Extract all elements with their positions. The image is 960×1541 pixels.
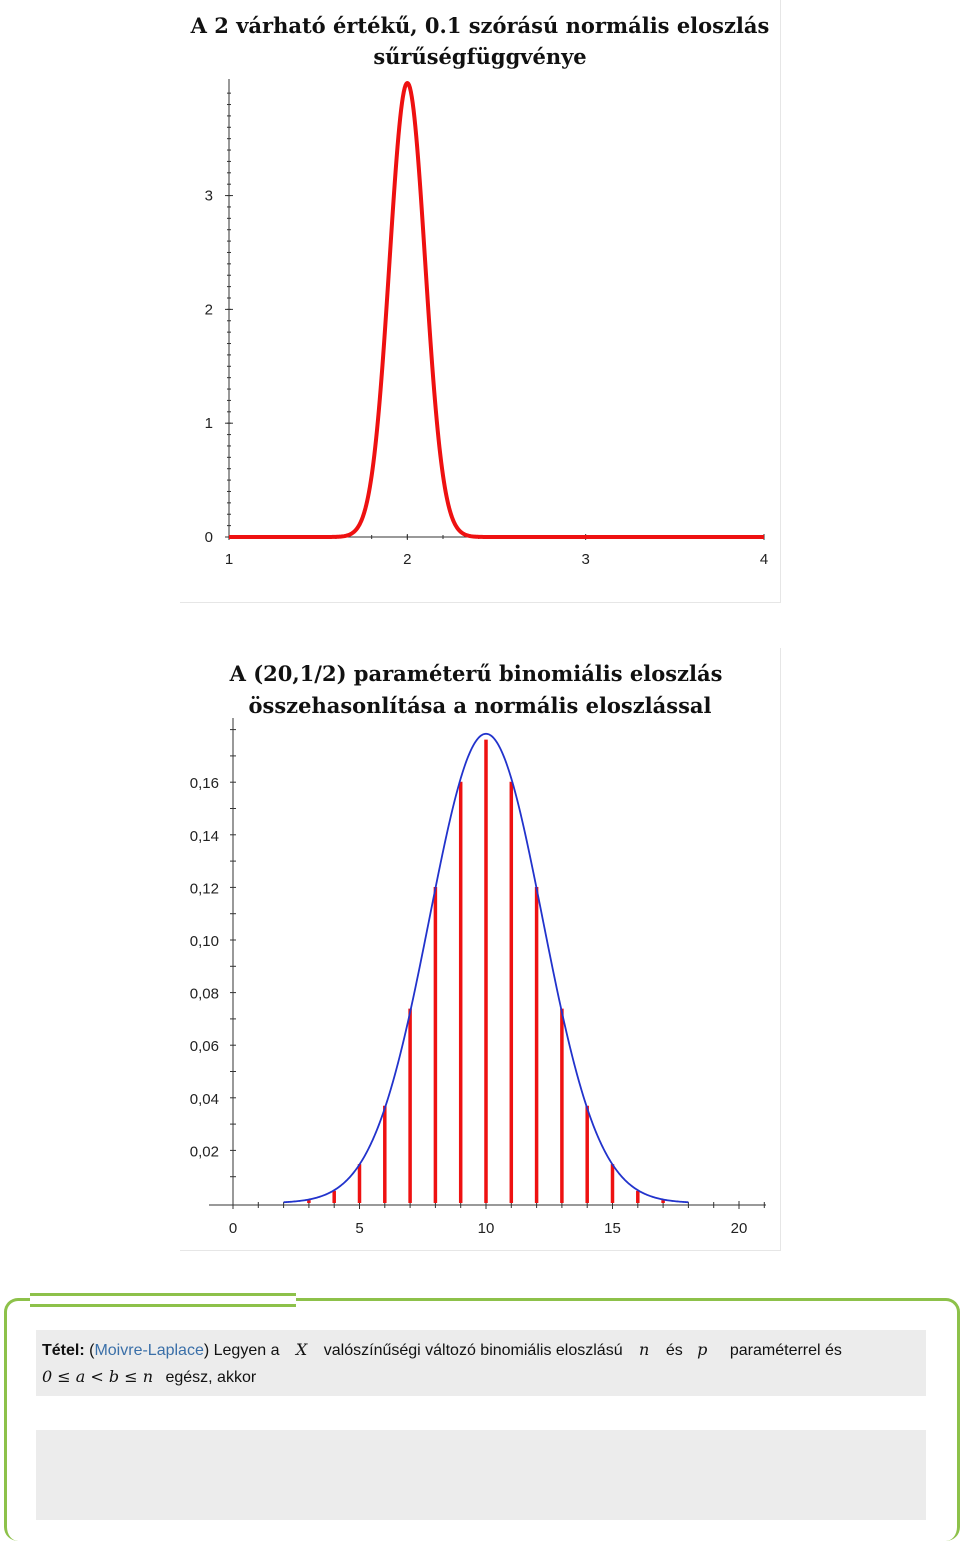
- y-tick-label: 3: [205, 188, 213, 205]
- variable-p: p: [697, 1340, 708, 1359]
- normal-density-chart: A 2 várható értékű, 0.1 szórású normális…: [180, 0, 781, 603]
- variable-x: X: [295, 1340, 308, 1359]
- x-tick-label: 15: [604, 1220, 621, 1237]
- x-tick-label: 4: [760, 551, 768, 568]
- theorem-line-1: Tétel: (Moivre-Laplace) Legyen a X valós…: [42, 1340, 922, 1360]
- y-tick-label: 0,12: [190, 880, 219, 897]
- theorem-label: Tétel:: [42, 1342, 85, 1359]
- x-tick-label: 10: [478, 1220, 495, 1237]
- chart1-title-line1: A 2 várható értékű, 0.1 szórású normális…: [190, 13, 770, 38]
- density-curve: [227, 80, 766, 539]
- binomial-normal-svg: A (20,1/2) paraméterű binomiális eloszlá…: [190, 661, 766, 1237]
- theorem-paren-close: ): [203, 1342, 210, 1359]
- x-tick-label: 3: [581, 551, 589, 568]
- x-tick-label: 2: [403, 551, 411, 568]
- x-tick-label: 20: [731, 1220, 748, 1237]
- x-tick-label: 1: [225, 551, 233, 568]
- y-tick-label: 0,16: [190, 775, 219, 792]
- binomial-normal-chart: A (20,1/2) paraméterű binomiális eloszlá…: [180, 648, 781, 1251]
- normal-density-svg: A 2 várható értékű, 0.1 szórású normális…: [190, 13, 770, 568]
- y-tick-label: 0,10: [190, 933, 219, 950]
- y-tick-label: 0,02: [190, 1143, 219, 1160]
- y-tick-label: 0,14: [190, 828, 219, 845]
- y-tick-label: 0: [205, 529, 213, 546]
- normal-curve: [283, 732, 689, 1204]
- chart2-title-line2: összehasonlítása a normális eloszlással: [249, 693, 712, 718]
- chart2-title-line1: A (20,1/2) paraméterű binomiális eloszlá…: [229, 661, 723, 686]
- theorem-text-5: egész, akkor: [165, 1369, 257, 1386]
- theorem-tab: [30, 1293, 296, 1307]
- theorem-text-3: és: [665, 1342, 683, 1359]
- theorem-paren-open: (: [89, 1342, 95, 1359]
- formula-area: [36, 1430, 926, 1520]
- x-tick-label: 5: [355, 1220, 363, 1237]
- y-tick-label: 0,08: [190, 986, 219, 1003]
- x-tick-label: 0: [229, 1220, 237, 1237]
- theorem-text-2: valószínűségi változó binomiális eloszlá…: [323, 1342, 623, 1359]
- theorem-name-link[interactable]: Moivre-Laplace: [94, 1342, 204, 1359]
- condition-formula: 0 ≤ a < b ≤ n: [42, 1367, 153, 1386]
- y-tick-label: 0,04: [190, 1091, 219, 1108]
- y-tick-label: 2: [205, 301, 213, 318]
- y-tick-label: 0,06: [190, 1038, 219, 1055]
- theorem-line-2: 0 ≤ a < b ≤ n egész, akkor: [42, 1367, 256, 1387]
- y-tick-label: 1: [205, 415, 213, 432]
- theorem-statement: Tétel: (Moivre-Laplace) Legyen a X valós…: [36, 1330, 926, 1396]
- variable-n: n: [639, 1340, 650, 1359]
- theorem-text-1: Legyen a: [213, 1342, 280, 1359]
- chart1-title-line2: sűrűségfüggvénye: [373, 44, 586, 69]
- theorem-text-4: paraméterrel és: [729, 1342, 842, 1359]
